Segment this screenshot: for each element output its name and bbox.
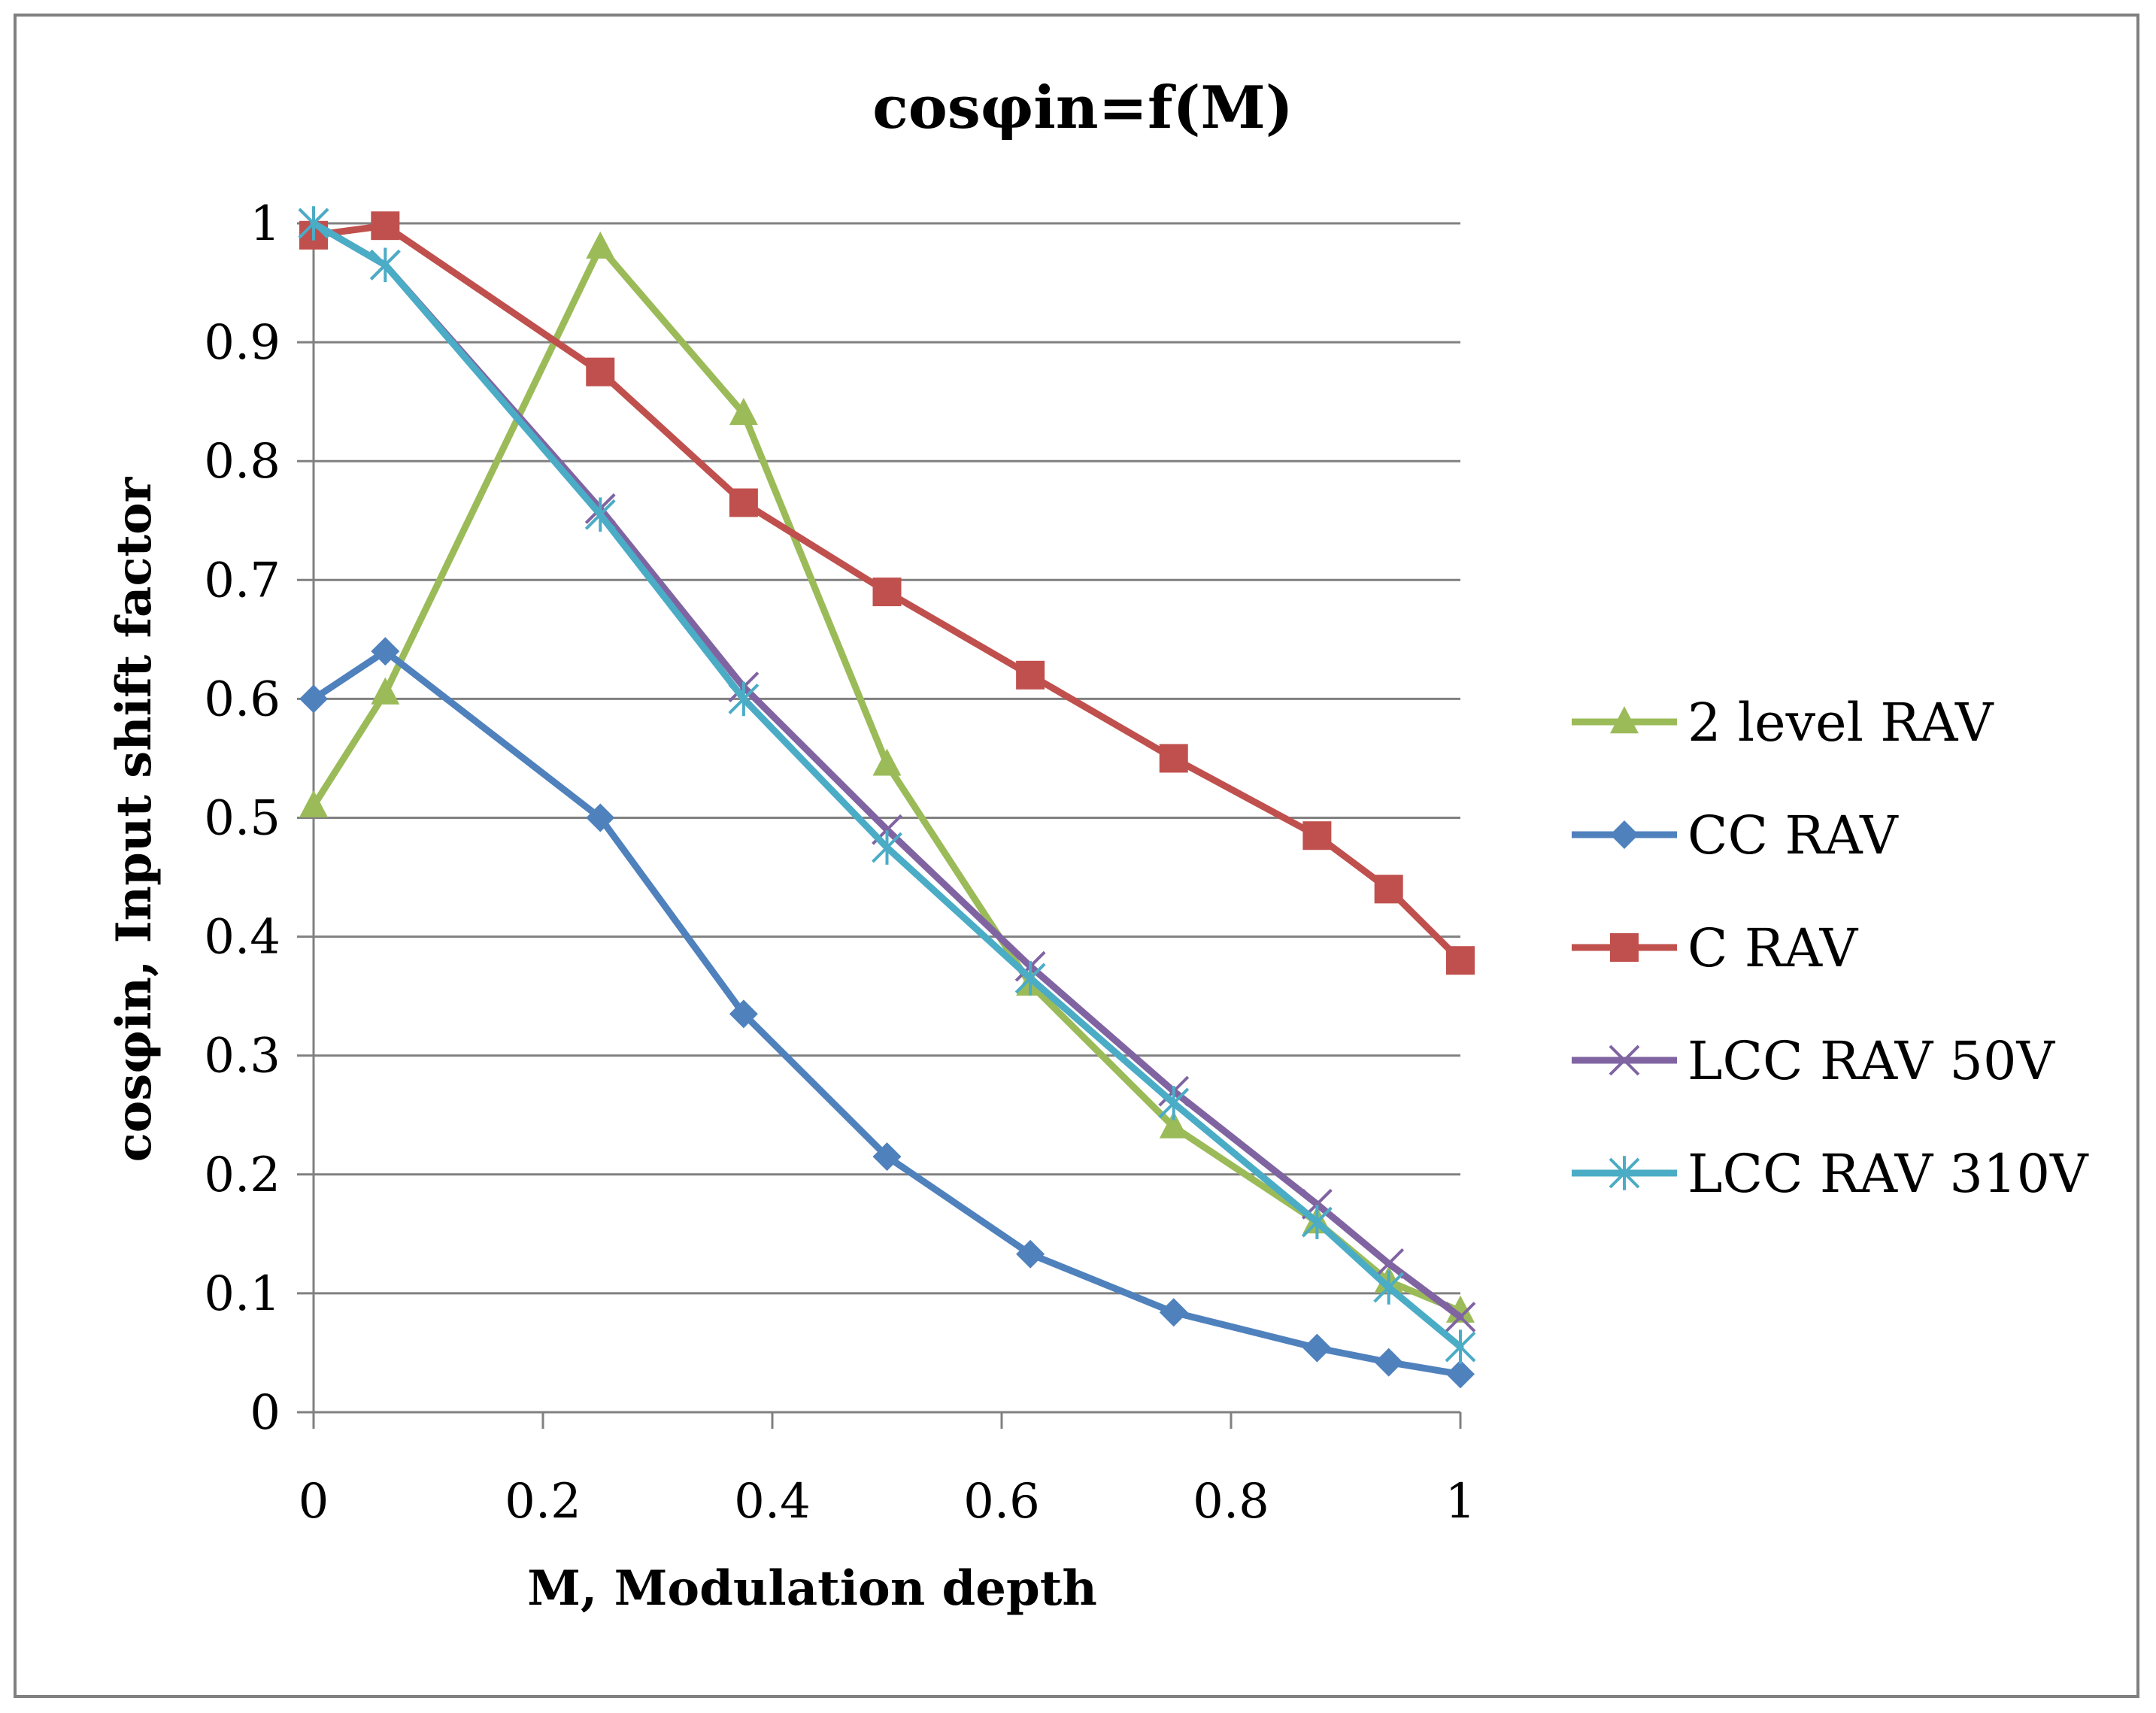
y-tick-label: 0.4 — [204, 910, 280, 966]
series-line-lcc-rav-310v — [310, 220, 1464, 1351]
data-point-lcc-rav-310v — [369, 247, 401, 283]
axes — [297, 222, 1462, 1429]
y-tick-label: 0.2 — [204, 1148, 280, 1203]
chart-frame: cosφin=f(M) 0 0.1 0.2 0.3 0.4 0.5 0.6 0.7 0.8 0.9… — [14, 14, 2139, 1698]
legend-label: C RAV — [1688, 917, 1859, 979]
data-point-c-rav — [586, 357, 615, 387]
legend: 2 level RAV CC RAV C RAV LCC RAV 50V LCC RAV… — [1572, 692, 2089, 1205]
y-tick-label: 0.3 — [204, 1029, 280, 1084]
x-axis-label: M, Modulation depth — [527, 1560, 1097, 1617]
y-axis-label: cosφin, Input shift factor — [106, 476, 162, 1162]
chart-title: cosφin=f(M) — [872, 74, 1293, 142]
y-tick-labels: 0 0.1 0.2 0.3 0.4 0.5 0.6 0.7 0.8 0.9 1 — [204, 196, 280, 1441]
data-point-cc-rav — [1302, 1333, 1332, 1363]
data-point-cc-rav — [1374, 1348, 1403, 1377]
legend-item-cc-rav: CC RAV — [1572, 805, 1899, 866]
y-tick-label: 1 — [250, 196, 280, 252]
data-point-lcc-rav-50v — [1373, 1248, 1405, 1279]
series-lines — [298, 206, 1476, 1389]
data-point-lcc-rav-310v — [1445, 1329, 1476, 1364]
data-point-2-level-rav — [872, 748, 902, 776]
data-point-cc-rav — [1446, 1360, 1475, 1389]
data-point-c-rav — [1374, 875, 1403, 904]
data-point-c-rav — [1159, 744, 1188, 773]
y-tick-label: 0.9 — [204, 315, 280, 371]
x-tick-label: 0.6 — [963, 1474, 1040, 1530]
legend-marker — [1610, 706, 1639, 734]
x-tick-label: 0 — [299, 1474, 329, 1530]
data-point-2-level-rav — [371, 677, 400, 705]
legend-marker — [1609, 1156, 1640, 1190]
data-point-2-level-rav — [586, 231, 615, 259]
data-point-c-rav — [729, 488, 758, 517]
y-tick-label: 0.6 — [204, 672, 280, 727]
data-point-lcc-rav-310v — [1301, 1205, 1333, 1239]
data-point-cc-rav — [586, 803, 615, 832]
series-line-c-rav — [310, 222, 1464, 964]
data-point-2-level-rav — [299, 790, 328, 817]
data-point-lcc-rav-310v — [728, 681, 760, 717]
y-tick-label: 0 — [250, 1385, 280, 1441]
data-point-cc-rav — [1016, 1239, 1045, 1269]
data-point-lcc-rav-310v — [1373, 1270, 1405, 1305]
gridlines — [314, 222, 1460, 1295]
y-tick-label: 0.8 — [204, 434, 280, 490]
y-tick-label: 0.5 — [204, 791, 280, 847]
legend-item-lcc-rav-50v: LCC RAV 50V — [1572, 1030, 2056, 1092]
x-tick-label: 0.4 — [734, 1474, 811, 1530]
data-point-lcc-rav-310v — [1158, 1086, 1190, 1120]
data-point-c-rav — [1302, 821, 1332, 850]
legend-item-c-rav: C RAV — [1572, 917, 1859, 979]
x-tick-label: 1 — [1445, 1474, 1476, 1530]
legend-item-lcc-rav-310v: LCC RAV 310V — [1572, 1143, 2089, 1205]
x-tick-label: 0.8 — [1193, 1474, 1269, 1530]
data-point-c-rav — [371, 211, 400, 241]
legend-label: LCC RAV 310V — [1688, 1143, 2089, 1205]
data-point-lcc-rav-50v — [1445, 1302, 1476, 1333]
legend-label: CC RAV — [1688, 805, 1899, 866]
legend-label: LCC RAV 50V — [1688, 1030, 2056, 1092]
data-point-cc-rav — [872, 1142, 902, 1172]
data-point-2-level-rav — [1159, 1111, 1188, 1138]
series-cc-rav — [299, 637, 1475, 1389]
data-point-cc-rav — [299, 684, 328, 714]
data-point-cc-rav — [1159, 1298, 1188, 1327]
series-lcc-rav-310v — [298, 206, 1476, 1364]
legend-marker — [1609, 1044, 1640, 1076]
x-tick-labels: 0 0.2 0.4 0.6 0.8 1 — [299, 1474, 1476, 1530]
legend-marker — [1610, 820, 1639, 849]
chart: cosφin=f(M) 0 0.1 0.2 0.3 0.4 0.5 0.6 0.7 0.8 0.9… — [106, 74, 2089, 1617]
y-tick-label: 0.7 — [204, 553, 280, 608]
data-point-lcc-rav-310v — [872, 830, 902, 865]
data-point-c-rav — [1446, 946, 1475, 975]
data-point-lcc-rav-310v — [298, 206, 329, 241]
legend-label: 2 level RAV — [1688, 692, 1994, 753]
y-tick-label: 0.1 — [204, 1266, 280, 1322]
series-line-cc-rav — [310, 647, 1464, 1378]
data-point-lcc-rav-310v — [1014, 961, 1046, 996]
legend-marker — [1610, 933, 1639, 962]
legend-item-2-level-rav: 2 level RAV — [1572, 692, 1994, 753]
data-point-c-rav — [872, 578, 902, 607]
data-point-c-rav — [1016, 660, 1045, 690]
data-point-cc-rav — [371, 637, 400, 666]
x-tick-label: 0.2 — [505, 1474, 581, 1530]
data-point-lcc-rav-310v — [584, 497, 616, 532]
data-point-2-level-rav — [729, 398, 758, 426]
data-point-cc-rav — [729, 999, 758, 1029]
